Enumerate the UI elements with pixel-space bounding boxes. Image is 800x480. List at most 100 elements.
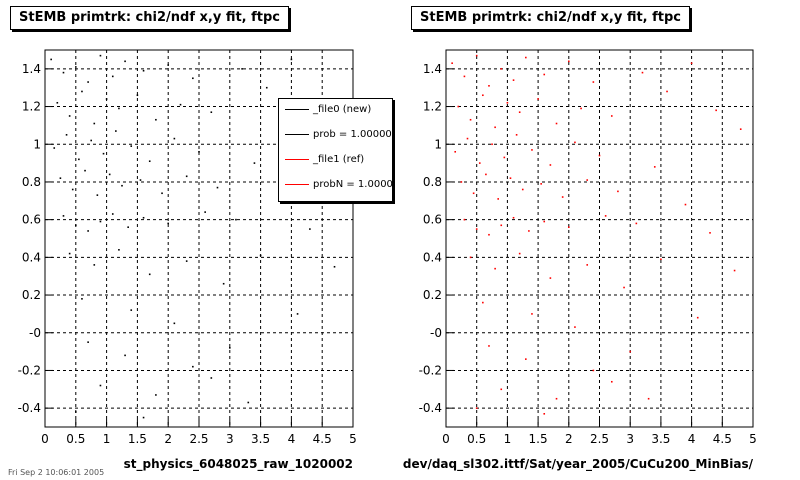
- data-point: [494, 126, 496, 129]
- data-point: [130, 145, 133, 147]
- data-point: [478, 162, 481, 164]
- data-point: [142, 416, 145, 419]
- data-point: [568, 60, 570, 63]
- data-point: [709, 232, 711, 234]
- data-point: [99, 220, 102, 223]
- data-point: [84, 169, 86, 172]
- data-point: [229, 347, 231, 349]
- y-tick-label: 0.8: [423, 175, 442, 189]
- data-point: [457, 105, 460, 108]
- legend-line-black: [285, 109, 309, 110]
- data-point: [71, 188, 74, 191]
- x-axis-label: st_physics_6048025_raw_1020002: [124, 457, 353, 472]
- data-point: [115, 130, 117, 132]
- data-point: [127, 226, 129, 228]
- data-point: [451, 62, 453, 64]
- data-point: [192, 365, 194, 368]
- data-point: [466, 137, 469, 140]
- data-point: [167, 64, 169, 66]
- data-point: [586, 179, 589, 181]
- y-tick-label: 0.6: [423, 213, 442, 227]
- data-point: [592, 369, 595, 372]
- data-point: [68, 252, 71, 255]
- data-point: [173, 137, 176, 140]
- data-point: [161, 192, 163, 195]
- data-point: [604, 215, 607, 217]
- data-point: [500, 224, 503, 227]
- data-point: [75, 411, 77, 413]
- y-tick-label: -0.2: [419, 363, 442, 377]
- x-tick-label: 5: [749, 432, 757, 446]
- x-tick-label: 0.5: [66, 432, 85, 446]
- data-point: [460, 181, 463, 183]
- legend-label: prob = 1.000000: [313, 129, 393, 140]
- data-point: [93, 122, 96, 125]
- legend-line-red: [285, 184, 309, 185]
- data-point: [506, 101, 509, 104]
- x-tick-label: 2: [164, 432, 172, 446]
- data-point: [715, 109, 717, 112]
- data-point: [543, 73, 546, 76]
- x-tick-label: 1.5: [128, 432, 147, 446]
- data-point: [118, 249, 120, 251]
- data-point: [139, 179, 142, 181]
- data-point: [108, 173, 111, 176]
- data-point: [543, 413, 546, 415]
- x-tick-label: 4: [688, 432, 696, 446]
- y-tick-label: 1: [33, 137, 41, 151]
- data-point: [75, 224, 77, 227]
- x-tick-label: 2: [565, 432, 573, 446]
- data-point: [525, 358, 527, 360]
- data-point: [247, 401, 250, 404]
- y-tick-label: 1.4: [22, 62, 41, 76]
- data-point: [598, 154, 601, 157]
- x-tick-label: 2.5: [590, 432, 609, 446]
- data-point: [485, 173, 487, 176]
- data-point: [179, 103, 182, 106]
- data-point: [491, 143, 493, 146]
- data-point: [512, 79, 515, 81]
- data-point: [81, 90, 83, 93]
- data-point: [475, 228, 478, 230]
- data-point: [647, 397, 650, 400]
- plot-title-left: StEMB primtrk: chi2/ndf x,y fit, ftpc: [10, 6, 290, 30]
- data-point: [528, 230, 530, 232]
- data-point: [617, 190, 619, 193]
- data-point: [167, 222, 169, 225]
- data-point: [540, 183, 542, 185]
- data-point: [463, 75, 466, 78]
- x-tick-label: 0: [41, 432, 49, 446]
- data-point: [333, 265, 336, 268]
- data-point: [148, 273, 151, 276]
- data-point: [142, 216, 145, 219]
- data-point: [561, 196, 564, 198]
- y-tick-label: -0.2: [18, 363, 41, 377]
- data-point: [75, 66, 77, 68]
- data-point: [87, 81, 89, 83]
- data-point: [198, 150, 200, 153]
- data-point: [111, 75, 114, 78]
- data-point: [475, 54, 478, 57]
- legend: _file0 (new) prob = 1.000000 _file1 (ref…: [278, 98, 393, 202]
- data-point: [53, 147, 56, 149]
- x-tick-label: 1.5: [529, 432, 548, 446]
- data-point: [56, 101, 59, 104]
- data-point: [93, 264, 96, 266]
- data-point: [482, 94, 484, 97]
- x-tick-label: 0: [442, 432, 450, 446]
- data-point: [65, 134, 68, 136]
- data-point: [666, 90, 668, 93]
- data-point: [235, 218, 237, 221]
- data-point: [105, 98, 108, 100]
- x-tick-label: 3: [626, 432, 634, 446]
- data-point: [90, 139, 92, 142]
- data-point: [696, 316, 699, 319]
- legend-line-red: [285, 159, 309, 160]
- x-tick-label: 4.5: [313, 432, 332, 446]
- data-point: [488, 345, 490, 347]
- data-point: [521, 188, 524, 191]
- data-point: [549, 164, 552, 166]
- data-point: [488, 85, 490, 87]
- legend-label: probN = 1.000000: [313, 179, 393, 190]
